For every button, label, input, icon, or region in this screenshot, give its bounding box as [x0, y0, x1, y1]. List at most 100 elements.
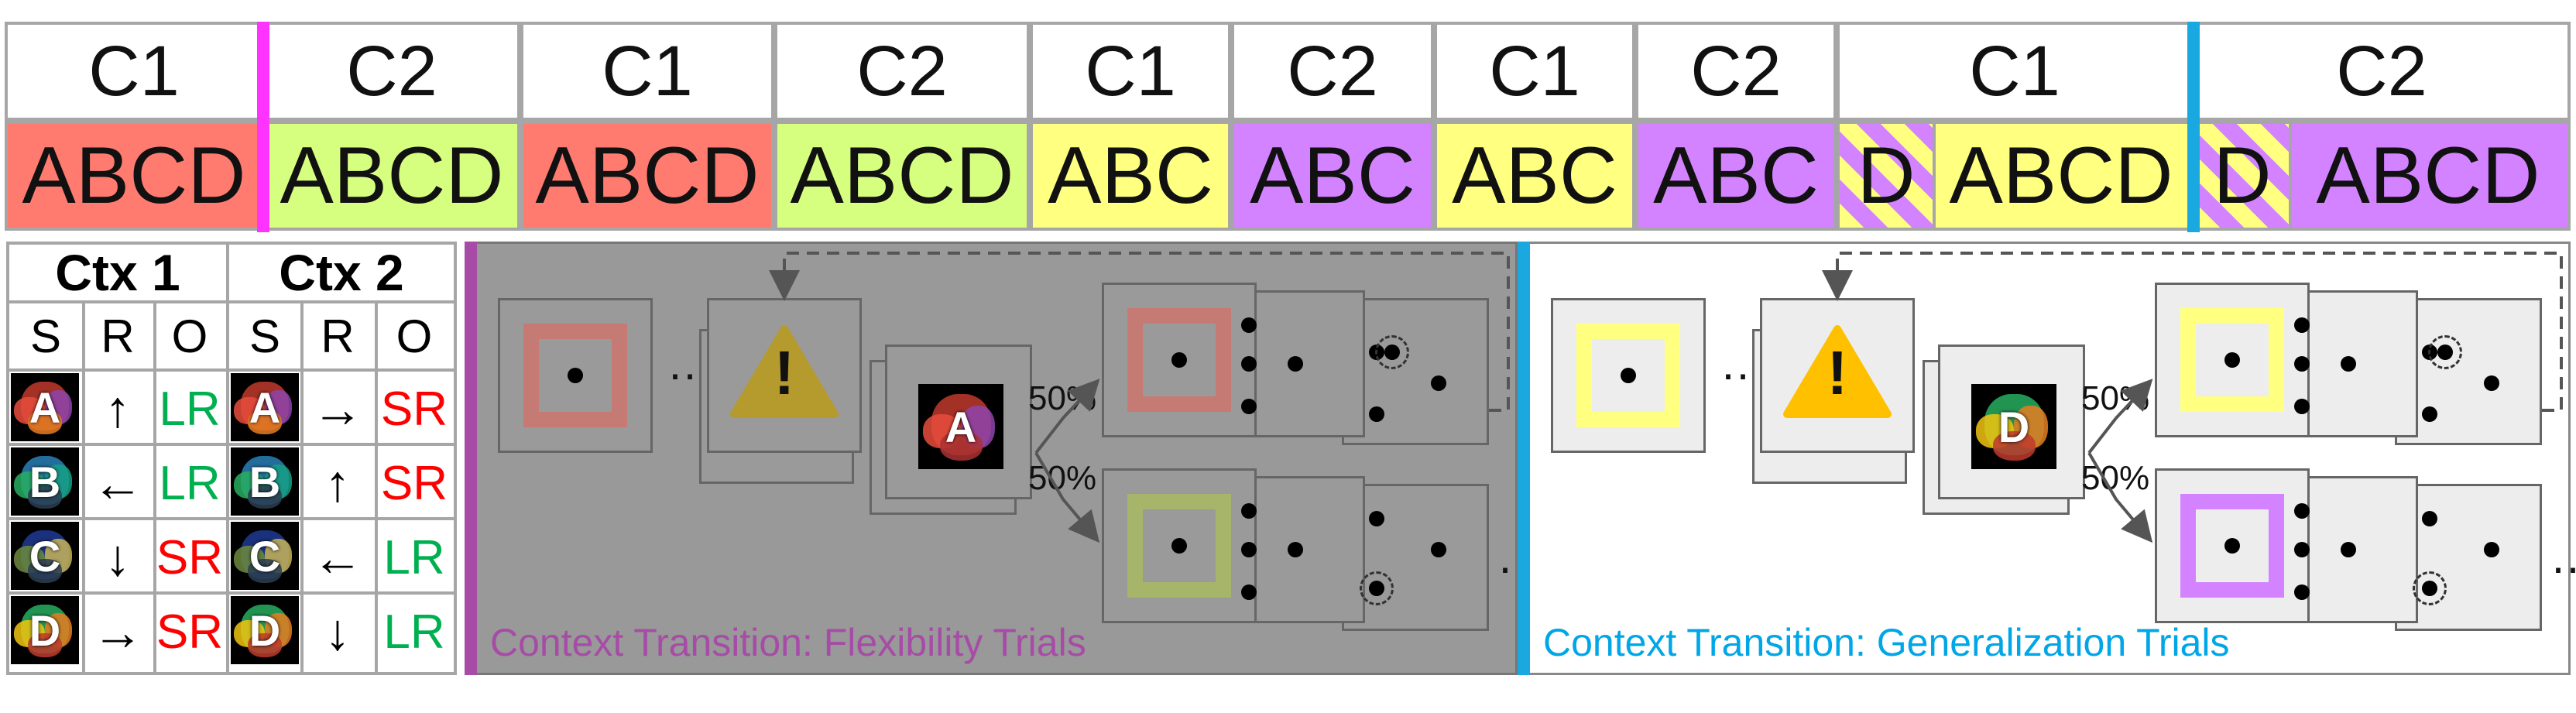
context-frame	[1127, 494, 1231, 598]
timeline-context-label: C1	[1434, 22, 1635, 121]
timeline-stimulus-text: ABCD	[2316, 130, 2540, 221]
warning-cue-card: !	[1760, 298, 1915, 453]
timeline-stimulus-text: ABC	[1653, 130, 1819, 221]
flex-panel-accent	[465, 242, 477, 675]
stimulus-letter: D	[29, 605, 61, 655]
stimulus-letter: C	[249, 531, 281, 581]
fixation-dot	[1241, 356, 1257, 372]
outcome-card	[1342, 484, 1489, 631]
ctx1-outcome: LR	[159, 456, 221, 510]
fixation-card	[1551, 298, 1706, 453]
timeline-stimulus-set: ABCD	[5, 121, 263, 231]
generalization-trials-panel: Context Transition: Generalization Trial…	[1518, 242, 2576, 675]
fixation-dot	[2294, 503, 2310, 519]
timeline-block: C1 ABCD	[5, 22, 263, 231]
timeline-stimulus-text: ABCD	[535, 130, 760, 221]
selected-target-ring	[1375, 335, 1409, 369]
stimulus-letter: C	[29, 531, 61, 581]
timeline-stimulus-set: ABC	[1434, 121, 1635, 231]
fixation-dot	[2341, 356, 2356, 372]
fixation-dot	[568, 368, 583, 383]
fixation-dot	[2484, 542, 2499, 557]
context-frame	[1576, 324, 1680, 427]
novel-stimulus-letter: D	[1857, 130, 1916, 221]
timeline-block: C1 D ABCD	[1837, 22, 2193, 231]
ctx1-response-arrow: ↑	[105, 380, 131, 437]
fixation-dot	[2484, 375, 2499, 391]
fixation-dot	[1241, 317, 1257, 333]
selected-target-ring	[2413, 571, 2447, 605]
gen-panel-accent	[1518, 242, 1530, 675]
timeline-context-label: C2	[774, 22, 1030, 121]
ctx2-outcome: SR	[380, 456, 448, 510]
stimulus-card: A	[885, 345, 1032, 499]
timeline-block: C2 ABC	[1635, 22, 1837, 231]
timeline-stimulus-text: ABC	[1048, 130, 1213, 221]
timeline-stimulus-text: ABCD	[1949, 130, 2173, 221]
flexibility-trials-title: Context Transition: Flexibility Trials	[490, 621, 1086, 664]
fixation-dot	[1431, 375, 1446, 391]
timeline-block: C2 ABC	[1231, 22, 1434, 231]
ctx2-header: Ctx 2	[279, 244, 404, 301]
selected-target-ring	[1360, 571, 1394, 605]
stimulus-letter: B	[29, 457, 61, 506]
probability-label: 50%	[1028, 379, 1097, 417]
timeline-stimulus-text: ABC	[1250, 130, 1415, 221]
timeline-stimulus-set: D ABCD	[1837, 121, 2193, 231]
timeline-context-label: C2	[1635, 22, 1837, 121]
novel-stimulus-marker: D	[2196, 124, 2292, 228]
ctx1-response-arrow: →	[92, 603, 143, 660]
ctx2-outcome: LR	[383, 530, 445, 584]
ctx2-response-arrow: ↑	[324, 454, 351, 512]
stimulus-letter: B	[249, 457, 281, 506]
fixation-dot	[1369, 511, 1384, 526]
timeline-stimulus-set: ABC	[1231, 121, 1434, 231]
stimulus-card: D	[1938, 345, 2085, 499]
ellipsis: …	[2550, 530, 2576, 584]
timeline-context-label: C1	[1030, 22, 1231, 121]
fixation-dot	[1241, 542, 1257, 557]
timeline-context-label: C2	[263, 22, 520, 121]
fixation-dot	[1621, 368, 1636, 383]
fixation-dot	[2422, 511, 2437, 526]
timeline-stimulus-set: ABCD	[520, 121, 774, 231]
stimulus-image: C	[11, 522, 79, 590]
ctx2-response-arrow: →	[312, 380, 363, 437]
choice-card	[1102, 283, 1257, 437]
column-header: O	[171, 310, 208, 362]
fixation-dot	[1241, 584, 1257, 600]
timeline-context-label: C1	[520, 22, 774, 121]
fixation-dot	[1171, 352, 1187, 368]
timeline-stimulus-set: ABC	[1030, 121, 1231, 231]
ctx2-outcome: LR	[383, 605, 445, 659]
timeline-block: C2 ABCD	[263, 22, 520, 231]
probability-label: 50%	[2081, 459, 2150, 497]
stimulus-image: B	[11, 447, 79, 516]
fixation-dot	[1431, 542, 1446, 557]
timeline-context-label: C2	[2193, 22, 2571, 121]
fixation-dot	[1288, 542, 1303, 557]
column-header: R	[101, 310, 135, 362]
fixation-dot	[2224, 538, 2240, 554]
timeline-stimulus-text: ABC	[1452, 130, 1617, 221]
stimulus-image: A	[231, 373, 299, 441]
timeline-stimulus-text: ABCD	[790, 130, 1014, 221]
context-frame	[523, 324, 627, 427]
stimulus-letter: A	[29, 382, 61, 432]
choice-card	[2155, 283, 2310, 437]
fixation-dot	[2294, 584, 2310, 600]
timeline-stimulus-set: D ABCD	[2193, 121, 2571, 231]
ctx2-outcome: SR	[380, 382, 448, 436]
timeline-block: C1 ABCD	[520, 22, 774, 231]
column-header: S	[249, 310, 281, 362]
fixation-dot	[2294, 542, 2310, 557]
fixation-dot	[1171, 538, 1187, 554]
timeline-block: C2 D ABCD	[2193, 22, 2571, 231]
context-timeline: C1 ABCD C2 ABCD C1 ABCD C2 ABCD C1 ABC C2 ABC C1 ABC C…	[0, 0, 2576, 232]
fixation-dot	[2224, 352, 2240, 368]
fixation-dot	[1241, 503, 1257, 519]
fixation-dot	[2341, 542, 2356, 557]
stimulus-response-outcome-table: Ctx 1 Ctx 2 S R O S R O A ↑ LR A → SR B ← LR B ↑ SR C ↓ SR C ←…	[6, 242, 457, 675]
generalization-divider	[2187, 22, 2200, 232]
stimulus-letter: D	[1998, 402, 2030, 451]
